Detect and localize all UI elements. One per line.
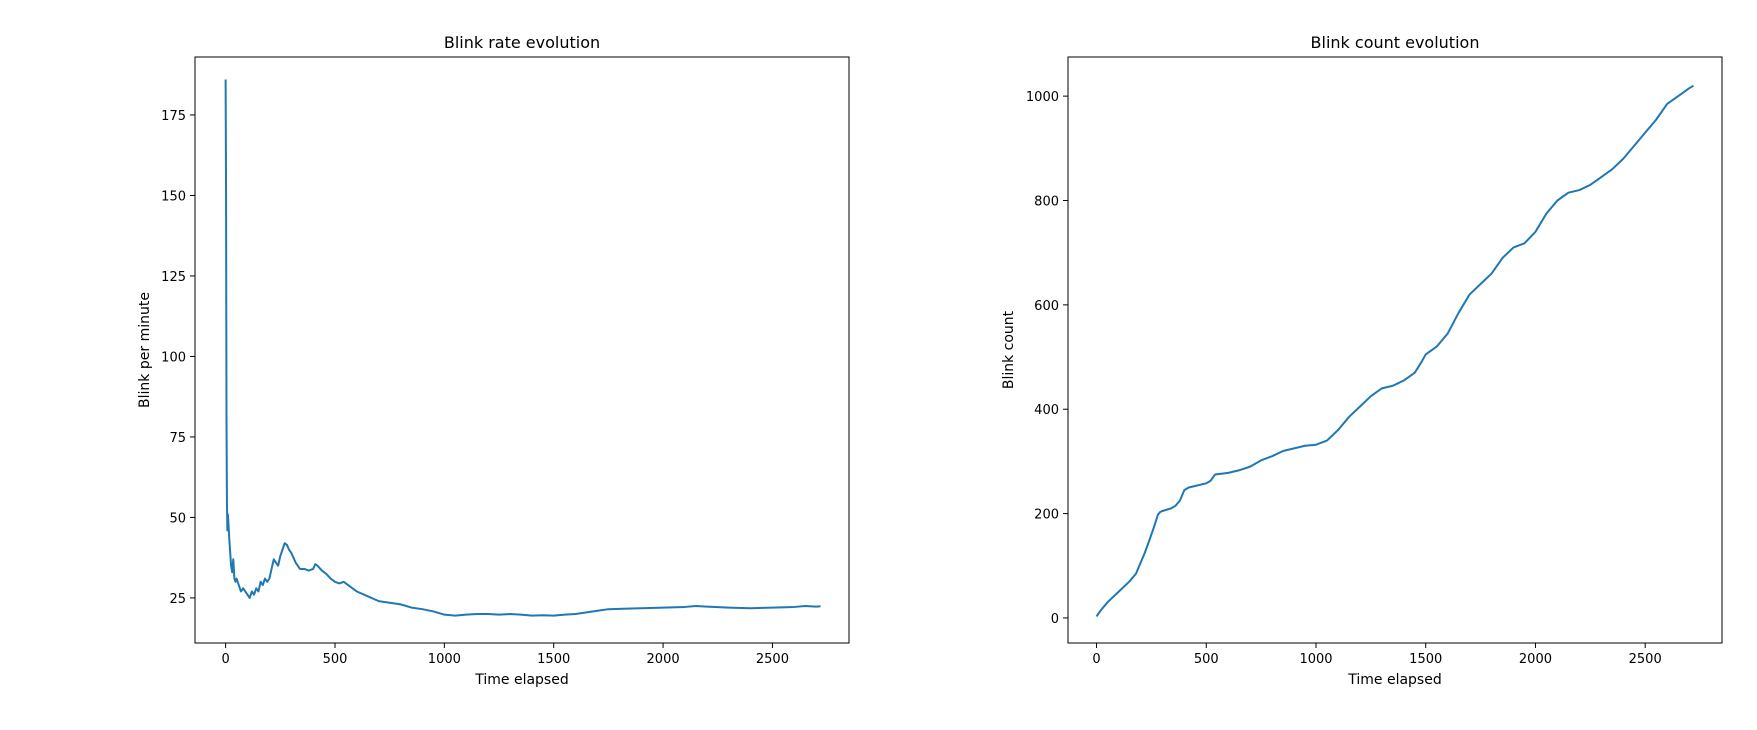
y-tick-label: 600 [1034,299,1059,314]
x-tick-label: 0 [1092,652,1100,667]
x-tick-label: 1000 [428,652,461,667]
x-axis-label: Time elapsed [474,672,568,688]
chart-blink-rate: Blink rate evolution Blink per minute Ti… [137,33,850,688]
y-tick-label: 150 [161,189,186,204]
y-tick-label: 800 [1034,194,1059,209]
x-tick-label: 1000 [1299,652,1332,667]
x-tick-label: 0 [221,652,229,667]
tick-group: 0 500 1000 1500 2000 2500 0 200 400 600 800 1000 [1026,90,1662,667]
y-tick-label: 0 [1051,612,1059,627]
y-tick-label: 25 [169,592,186,607]
chart-title: Blink rate evolution [444,33,600,52]
x-tick-label: 2500 [1629,652,1662,667]
x-tick-label: 1500 [1409,652,1442,667]
blink-count-line [1095,84,1694,617]
y-tick-label: 75 [169,431,186,446]
y-tick-label: 100 [161,350,186,365]
chart-blink-count: Blink count evolution Blink count Time e… [1001,33,1723,688]
x-tick-label: 1500 [537,652,570,667]
plot-frame [1067,56,1723,644]
x-tick-label: 500 [323,652,348,667]
y-tick-label: 175 [161,109,186,124]
x-tick-label: 500 [1194,652,1219,667]
x-tick-label: 2000 [1519,652,1552,667]
chart-title: Blink count evolution [1311,33,1480,52]
blink-rate-line [224,79,821,617]
y-axis-label: Blink count [1001,310,1017,389]
plot-frame [194,56,850,644]
tick-group: 0 500 1000 1500 2000 2500 25 50 75 100 125 150 175 [161,109,789,667]
y-axis-label: Blink per minute [137,292,153,408]
x-axis-label: Time elapsed [1347,672,1441,688]
y-tick-label: 400 [1034,403,1059,418]
y-tick-label: 1000 [1026,90,1059,105]
y-tick-label: 50 [169,511,186,526]
x-tick-label: 2500 [756,652,789,667]
y-tick-label: 125 [161,270,186,285]
x-tick-label: 2000 [647,652,680,667]
y-tick-label: 200 [1034,508,1059,523]
